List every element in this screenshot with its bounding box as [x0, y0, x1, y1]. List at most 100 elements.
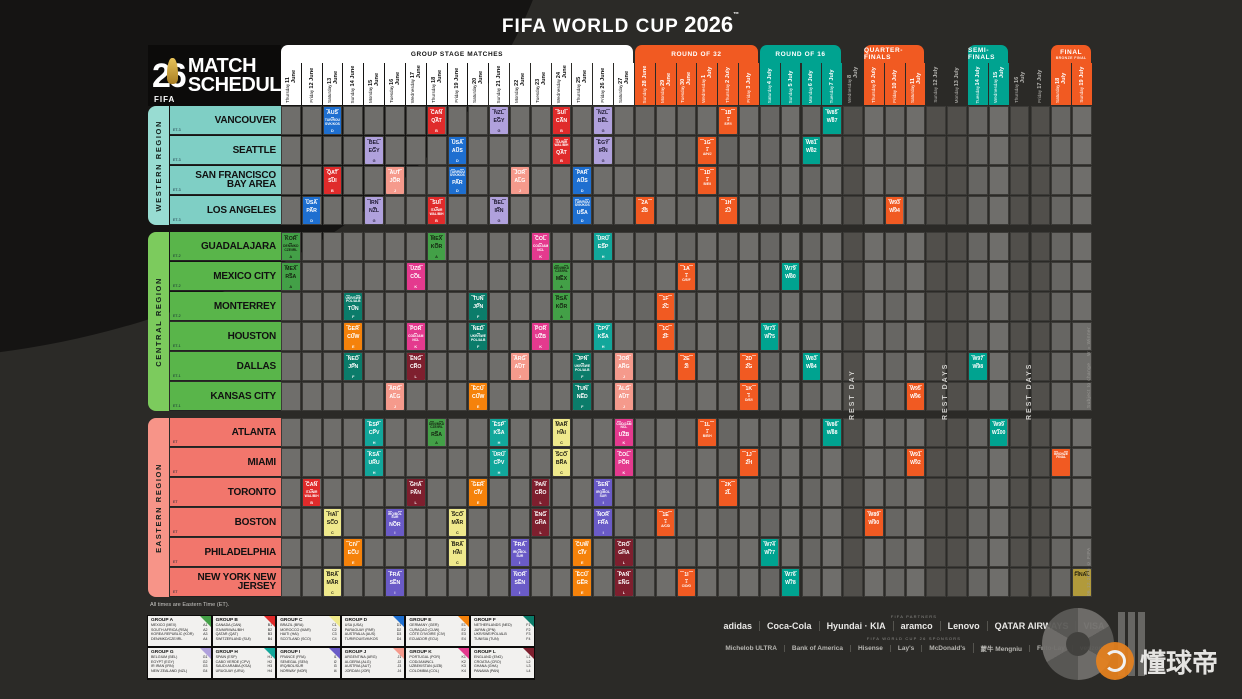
- grid-cell: [968, 232, 988, 261]
- grid-cell: [593, 352, 614, 381]
- grid-cell: [759, 106, 780, 135]
- match-team: KSA: [597, 334, 609, 341]
- grid-cell: [343, 232, 364, 261]
- grid-cell: [572, 262, 593, 291]
- stage-header-sf: SEMI-FINALS: [968, 45, 1008, 63]
- match-cell: QAT SUI B: [323, 167, 342, 194]
- match-cell: W83 W84: [802, 353, 821, 380]
- city-label-new-york-new-jersey: NEW YORK NEW JERSEY ET: [170, 568, 281, 598]
- day-label: Tuesday 16 June: [385, 63, 405, 105]
- side-note-copyright: 06.12.2025 © FIFA: [1086, 547, 1091, 596]
- grid-cell: [739, 322, 759, 351]
- grid-cell: [968, 166, 988, 195]
- grid-cell: [780, 478, 801, 507]
- match-cell: MAR HAI C: [552, 419, 571, 446]
- grid-cell: [697, 508, 718, 537]
- grid-cell: [822, 166, 843, 195]
- match-team: MAR: [451, 520, 464, 527]
- match-team: 2E: [683, 355, 690, 362]
- match-team: W74: [764, 541, 775, 548]
- match-team: FRA: [514, 541, 526, 548]
- grid-cell: [405, 292, 426, 321]
- grid-cell: [697, 478, 718, 507]
- match-cell: CPV KSA H: [594, 323, 612, 350]
- grid-cell: [863, 448, 884, 477]
- match-team: FINAL: [1074, 571, 1090, 578]
- match-cell: POR COD/JAM NCL K: [406, 323, 425, 350]
- grid-cell: [947, 478, 968, 507]
- match-team: PAN: [410, 490, 421, 497]
- match-team: SUI: [432, 199, 441, 206]
- match-team: COD/JAM NCL: [533, 244, 549, 252]
- city-label-philadelphia: PHILADELPHIA ET: [170, 538, 281, 568]
- match-team: IRQ/BOL SUR: [596, 490, 610, 498]
- grid-cell: [343, 166, 364, 195]
- match-team: RSA: [285, 274, 297, 281]
- grid-cell: [926, 106, 947, 135]
- grid-cell: [385, 538, 405, 567]
- grid-cell: [281, 568, 301, 597]
- match-team: UZB: [410, 265, 422, 272]
- match-team: 3 C/E/F: [682, 274, 691, 282]
- match-team: 3 B/E/H: [702, 430, 712, 438]
- grid-cell: [655, 196, 676, 225]
- grid-cell: [905, 196, 926, 225]
- grid-cell: [968, 418, 988, 447]
- match-team: W96: [910, 394, 921, 401]
- grid-cell: [1051, 478, 1072, 507]
- grid-cell: [1009, 106, 1030, 135]
- grid-cell: [968, 196, 988, 225]
- grid-cell: [634, 352, 655, 381]
- grid-cell: [551, 508, 572, 537]
- match-cell: TUN NED F: [573, 383, 592, 410]
- stage-label: ROUND OF 16: [775, 50, 826, 58]
- grid-cell: [947, 382, 968, 411]
- day-label: Sunday 14 June: [343, 63, 364, 105]
- grid-cell: [530, 136, 551, 165]
- grid-cell: [551, 196, 572, 225]
- match-cell: UZB COL K: [406, 263, 425, 290]
- match-cell: ITA/NIR WAL/BIH QAT B: [552, 137, 571, 164]
- grid-cell: [801, 322, 822, 351]
- grid-cell: [530, 292, 551, 321]
- match-team: PAR: [576, 169, 588, 176]
- match-team: 2C: [662, 304, 669, 311]
- day-label: Sunday 5 July: [780, 63, 801, 105]
- grid-cell: [322, 448, 343, 477]
- grid-cell: [1030, 262, 1051, 291]
- match-team: DEN/MKD CZE/IRL: [428, 421, 445, 430]
- match-cell: ARG ALG J: [386, 383, 404, 410]
- grid-cell: [947, 232, 968, 261]
- match-team: W78: [785, 580, 796, 587]
- match-cell: BEL IRN G: [490, 197, 508, 224]
- grid-cell: [843, 322, 863, 351]
- grid-cell: [801, 166, 822, 195]
- match-team: ARG: [389, 385, 401, 392]
- match-cell: SEN IRQ/BOL SUR I: [594, 479, 612, 506]
- match-team: BRONZE FINAL: [1054, 451, 1069, 460]
- grid-cell: [614, 478, 634, 507]
- timezone-note: All times are Eastern Time (ET).: [150, 602, 230, 608]
- grid-cell: [739, 106, 759, 135]
- match-team: W86: [826, 421, 838, 428]
- grid-cell: [1051, 538, 1072, 567]
- grid-cell: [697, 448, 718, 477]
- match-cell: RSA KOR A: [552, 293, 571, 320]
- grid-cell: [614, 136, 634, 165]
- match-team: KOR: [285, 235, 297, 242]
- match-cell: NOR SEN I: [511, 569, 529, 596]
- match-cell: W73 W75: [760, 323, 779, 350]
- grid-cell: [780, 418, 801, 447]
- grid-cell: [322, 352, 343, 381]
- grid-cell: [884, 448, 905, 477]
- grid-cell: [884, 568, 905, 597]
- match-team: W76: [785, 571, 796, 578]
- grid-cell: [822, 568, 843, 597]
- grid-cell: [988, 196, 1009, 225]
- grid-cell: [572, 508, 593, 537]
- grid-cell: [1009, 478, 1030, 507]
- grid-cell: [676, 166, 697, 195]
- city-label-kansas-city: KANSAS CITY ET-1: [170, 382, 281, 412]
- grid-cell: [1030, 568, 1051, 597]
- grid-cell: [1009, 322, 1030, 351]
